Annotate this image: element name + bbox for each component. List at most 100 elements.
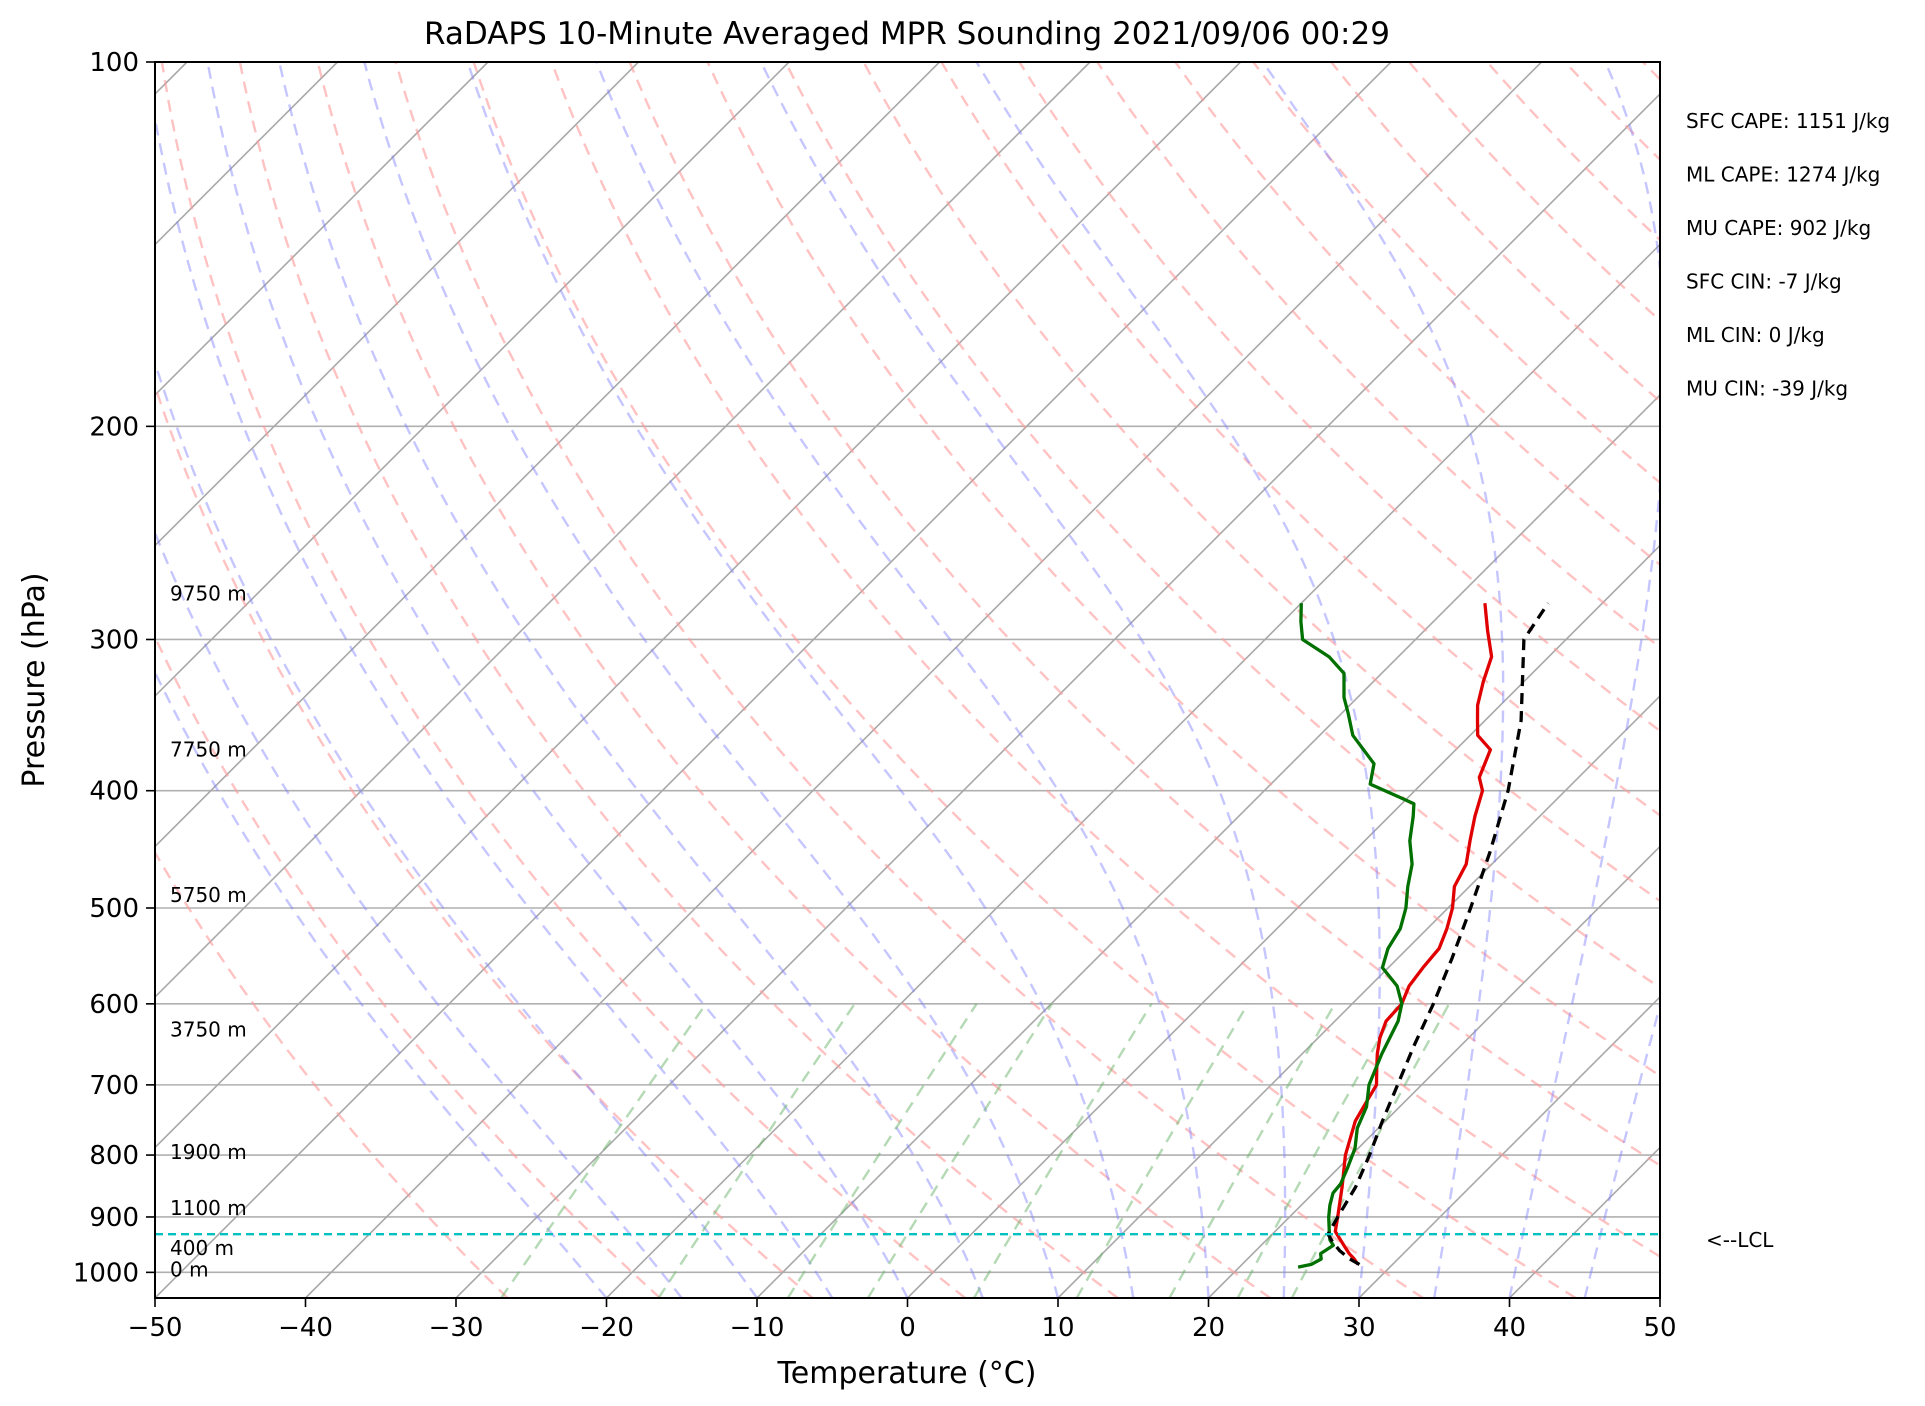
isotherm-line — [906, 544, 1660, 1298]
stability-index: ML CAPE: 1274 J/kg — [1686, 163, 1880, 187]
moist-adiabat — [466, 62, 1135, 1298]
moist-adiabat — [363, 62, 1060, 1298]
stability-index: SFC CAPE: 1151 J/kg — [1686, 109, 1890, 133]
isotherm-line — [605, 243, 1660, 1298]
height-label: 1100 m — [170, 1196, 247, 1220]
x-tick-label: −40 — [278, 1313, 333, 1343]
isotherm-line — [1057, 694, 1660, 1298]
x-tick-label: −50 — [128, 1313, 183, 1343]
y-tick-label: 900 — [89, 1203, 139, 1233]
stability-index: ML CIN: 0 J/kg — [1686, 323, 1825, 347]
dry-adiabat — [1642, 62, 1660, 82]
dry-adiabat — [1721, 62, 1925, 1298]
isotherm-line — [1207, 845, 1660, 1298]
moist-adiabat — [155, 111, 834, 1298]
x-axis-label: Temperature (°C) — [777, 1356, 1037, 1391]
dry-adiabat — [472, 62, 1577, 1298]
x-tick-label: −10 — [730, 1313, 785, 1343]
mixing-ratio-line — [1236, 1003, 1400, 1298]
mixing-ratio-line — [1075, 1003, 1249, 1298]
mixing-ratio-line — [1168, 1003, 1336, 1298]
isotherm-line — [304, 62, 1543, 1298]
isotherm-line — [455, 92, 1660, 1298]
dry-adiabat — [784, 62, 1660, 990]
mixing-ratio-line — [1290, 1003, 1451, 1298]
index-panel: SFC CAPE: 1151 J/kg ML CAPE: 1274 J/kg MU … — [1686, 109, 1890, 401]
isotherm-line — [1508, 1146, 1660, 1298]
isotherm-line — [1358, 995, 1660, 1298]
moist-adiabat — [206, 62, 909, 1298]
dry-adiabat — [1096, 62, 1660, 649]
mixing-ratio-line — [972, 1003, 1153, 1298]
x-tick-label: 50 — [1643, 1313, 1676, 1343]
moist-adiabat — [155, 358, 758, 1298]
dry-adiabat — [1564, 62, 1660, 162]
moist-adiabat — [278, 62, 984, 1298]
dry-adiabat — [238, 62, 1119, 1298]
y-axis-ticks: 100 200 300 400 500 600 700 800 900 1000 — [73, 48, 155, 1288]
series-layer — [1297, 602, 1550, 1269]
height-label: 5750 m — [170, 883, 247, 907]
mixing-ratio-line — [786, 1003, 978, 1298]
y-tick-label: 200 — [89, 412, 139, 442]
y-tick-label: 1000 — [73, 1258, 139, 1288]
stability-index: MU CIN: -39 J/kg — [1686, 377, 1848, 401]
moist-adiabat — [1583, 1001, 1660, 1298]
lcl-label: <--LCL — [1706, 1228, 1774, 1252]
x-tick-label: 10 — [1041, 1313, 1074, 1343]
isotherm-line — [155, 62, 941, 848]
height-label: 400 m — [170, 1236, 234, 1260]
height-label: 0 m — [170, 1258, 209, 1282]
y-tick-label: 700 — [89, 1071, 139, 1101]
dry-adiabat — [862, 62, 1660, 903]
x-tick-label: −30 — [429, 1313, 484, 1343]
moist-adiabat — [155, 669, 608, 1298]
stability-index: MU CAPE: 902 J/kg — [1686, 216, 1871, 240]
y-axis-label: Pressure (hPa) — [17, 572, 52, 787]
moist-adiabat — [595, 62, 1210, 1298]
temperature-profile — [1333, 603, 1494, 1266]
x-tick-label: 30 — [1342, 1313, 1375, 1343]
y-tick-label: 100 — [89, 48, 139, 78]
isotherm-line — [155, 62, 1091, 999]
y-tick-label: 400 — [89, 777, 139, 807]
chart-title: RaDAPS 10-Minute Averaged MPR Sounding 2… — [424, 16, 1390, 52]
dry-adiabat — [1252, 62, 1660, 485]
dry-adiabat — [1174, 62, 1660, 567]
moist-adiabat — [1261, 62, 1505, 1298]
dry-adiabat — [394, 62, 1424, 1298]
x-tick-label: −20 — [579, 1313, 634, 1343]
dewpoint-profile — [1297, 603, 1416, 1269]
isotherm-line — [1811, 62, 1925, 1298]
lcl-layer: <--LCL — [155, 1228, 1774, 1252]
dry-adiabat — [1330, 62, 1660, 403]
x-tick-label: 0 — [899, 1313, 916, 1343]
x-tick-label: 40 — [1493, 1313, 1526, 1343]
y-tick-label: 800 — [89, 1141, 139, 1171]
dry-adiabat — [628, 62, 1660, 1167]
x-tick-label: 20 — [1192, 1313, 1225, 1343]
mixing-ratio-line — [657, 1003, 856, 1298]
x-axis-ticks: −50 −40 −30 −20 −10 0 10 20 30 40 50 — [128, 1298, 1677, 1343]
isotherm-line — [1659, 1296, 1660, 1298]
dry-adiabat — [160, 62, 966, 1298]
y-tick-label: 600 — [89, 990, 139, 1020]
dry-adiabat — [550, 62, 1660, 1259]
parcel-profile — [1326, 602, 1550, 1266]
moist-adiabat — [975, 62, 1381, 1298]
dry-adiabat — [155, 382, 814, 1298]
isotherm-line — [155, 62, 640, 547]
height-labels: 9750 m 7750 m 5750 m 3750 m 1900 m 1100 m 400 … — [170, 582, 247, 1282]
height-label: 3750 m — [170, 1017, 247, 1041]
mixing-ratio-line — [866, 1003, 1054, 1298]
dry-adiabat — [316, 62, 1272, 1298]
isotherm-line — [155, 62, 489, 397]
isotherm-line — [155, 62, 1242, 1149]
height-label: 1900 m — [170, 1140, 247, 1164]
moist-adiabat — [759, 62, 1287, 1298]
plot-frame — [154, 61, 1661, 1299]
isotherm-line — [155, 62, 1392, 1298]
dry-adiabat — [1486, 62, 1660, 242]
height-label: 7750 m — [170, 738, 247, 762]
